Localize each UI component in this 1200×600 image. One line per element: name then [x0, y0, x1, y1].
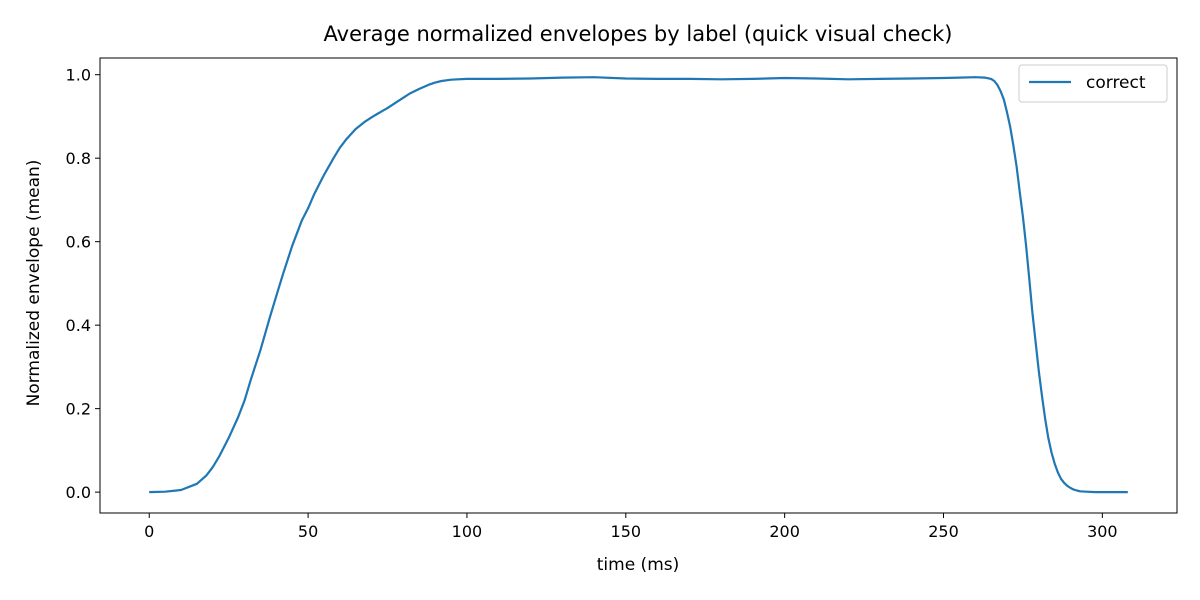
y-tick-label: 0.8 — [66, 149, 91, 168]
x-tick-label: 100 — [452, 522, 483, 541]
y-tick-label: 1.0 — [66, 66, 91, 85]
x-tick-label: 150 — [611, 522, 642, 541]
x-tick-label: 200 — [769, 522, 800, 541]
plot-area: 0 50 100 150 200 250 300 0.0 0.2 0.4 0.6 0.8 1.0 — [66, 57, 1178, 541]
y-axis-label: Normalized envelope (mean) — [24, 160, 44, 407]
y-tick-label: 0.0 — [66, 483, 91, 502]
y-tick-label: 0.2 — [66, 400, 91, 419]
legend: correct — [1018, 64, 1168, 103]
x-tick-label: 250 — [928, 522, 959, 541]
series-line-correct — [149, 76, 1128, 494]
x-tick-label: 0 — [144, 522, 154, 541]
legend-box — [1018, 64, 1168, 103]
y-tick-label: 0.6 — [66, 233, 91, 252]
x-tick-label: 50 — [298, 522, 318, 541]
plot-frame — [99, 57, 1178, 514]
y-tick-label: 0.4 — [66, 316, 91, 335]
x-tick-label: 300 — [1087, 522, 1118, 541]
legend-label: correct — [1086, 73, 1146, 93]
chart-title: Average normalized envelopes by label (q… — [324, 22, 953, 46]
x-axis-label: time (ms) — [597, 555, 680, 575]
